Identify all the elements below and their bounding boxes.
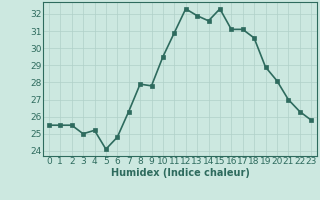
X-axis label: Humidex (Indice chaleur): Humidex (Indice chaleur) bbox=[111, 168, 249, 178]
